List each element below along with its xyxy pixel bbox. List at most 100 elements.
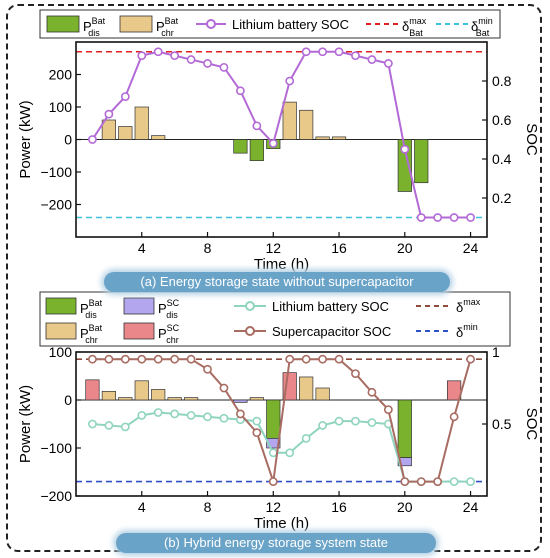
chart-b-x-tick-label: 4 — [138, 499, 146, 515]
chart-a-y2-tick-label: 0.4 — [492, 151, 512, 167]
caption-b: (b) Hybrid energy storage system state — [116, 533, 436, 553]
chart-a-soc-point — [433, 213, 443, 222]
legend-b-soc-sc-label: Supercapacitor SOC — [272, 324, 391, 339]
chart-b-soc-point — [235, 409, 245, 419]
chart-a-soc-point — [285, 76, 295, 86]
chart-a-x-tick-label: 20 — [397, 240, 413, 256]
chart-b-soc-point — [449, 477, 459, 486]
chart-a-y-tick-label: 100 — [49, 99, 73, 115]
chart-b-y2-axis-label: SOC — [523, 408, 540, 441]
chart-b-x-tick-label: 16 — [331, 499, 347, 515]
chart-b-x-tick-label: 24 — [463, 499, 479, 515]
chart-b-soc-point — [104, 354, 114, 364]
chart-b-x-axis-label: Time (h) — [254, 515, 309, 532]
chart-b-bar — [101, 391, 116, 401]
chart-b-x-tick-label: 12 — [265, 499, 281, 515]
chart-b-bar — [233, 399, 248, 403]
chart-a-y-tick-label: −200 — [40, 197, 72, 213]
caption-a: (a) Energy storage state without superca… — [104, 272, 450, 292]
chart-a-x-axis-label: Time (h) — [254, 256, 309, 273]
legend-b-dis-bat-swatch — [45, 297, 77, 315]
chart-b-soc-point — [285, 354, 295, 364]
chart-b-soc-point — [203, 412, 212, 422]
chart-b-soc-point — [170, 354, 180, 364]
chart-a-soc-point — [301, 47, 311, 57]
chart-a-soc-point — [153, 47, 163, 57]
chart-a-soc-point — [466, 213, 475, 222]
chart-b-soc-point — [268, 477, 278, 486]
chart-b-soc-point — [88, 354, 97, 364]
legend-a: PBat dis PBat chr Lithium battery SOC δmax… — [39, 9, 501, 39]
chart-a-bar — [282, 101, 297, 140]
legend-a-dis-label: PBat dis — [83, 16, 106, 38]
chart-b-bar — [85, 379, 100, 401]
chart-b-bar — [134, 380, 149, 401]
chart-b-x-tick-label: 20 — [397, 499, 413, 515]
chart-a-x-tick-label: 8 — [204, 240, 212, 256]
chart-a-y2-axis-label: SOC — [523, 123, 540, 156]
legend-b-soc-bat-marker — [245, 301, 255, 311]
chart-a-bar — [101, 119, 116, 140]
chart-b-soc-point — [367, 418, 377, 427]
chart-b-soc-line — [92, 358, 472, 483]
legend-a-dis-swatch — [46, 15, 80, 33]
chart-a-bar — [151, 135, 166, 140]
chart-b-bar — [266, 438, 281, 449]
chart-a-soc-line — [91, 50, 471, 219]
chart-b-soc-point — [334, 354, 344, 364]
chart-b-soc-point — [466, 354, 475, 364]
chart-a-y2-tick-label: 0.8 — [492, 73, 512, 89]
chart-b-soc-point — [252, 428, 262, 438]
chart-b-bar — [397, 399, 412, 458]
chart-a-bar — [249, 139, 264, 161]
chart-b-bar — [249, 397, 264, 401]
chart-b-soc-point — [318, 354, 327, 364]
legend-b: PBat dis PSC dis PBat chr PSC chr Lithium ba… — [39, 291, 511, 347]
chart-b: PBat dis PSC dis PBat chr PSC chr Lithium ba… — [17, 291, 540, 532]
chart-b-soc-point — [170, 409, 180, 419]
chart-a-bar — [233, 139, 248, 154]
legend-a-min-label: δmin Bat — [471, 16, 493, 38]
legend-b-dis-bat-label: PBat dis — [80, 298, 103, 320]
legend-b-chr-sc-swatch — [123, 322, 155, 340]
chart-b-soc-point — [285, 448, 295, 458]
chart-b-soc-point — [120, 422, 130, 432]
chart-b-soc-point — [416, 477, 426, 486]
chart-b-bar — [315, 387, 330, 401]
chart-a-soc-point — [252, 121, 262, 131]
chart-b-bar — [118, 397, 133, 401]
chart-b-soc-point — [186, 410, 196, 420]
legend-b-soc-bat-label: Lithium battery SOC — [272, 299, 389, 314]
chart-a-soc-point — [104, 109, 114, 119]
chart-b-soc-point — [153, 408, 163, 417]
chart-a-soc-point — [367, 55, 377, 64]
legend-b-chr-sc-label: PSC chr — [158, 323, 180, 345]
chart-a-y2-tick-label: 0.6 — [492, 112, 512, 128]
chart-b-soc-point — [367, 387, 377, 397]
chart-a-soc-point — [219, 62, 229, 72]
chart-b-soc-point — [400, 477, 410, 486]
chart-a-soc-point — [170, 51, 180, 61]
chart-a-soc-point — [383, 59, 393, 68]
legend-a-soc-marker — [206, 19, 216, 29]
legend-b-min-label: δmin — [456, 322, 478, 340]
chart-b-soc-point — [137, 410, 147, 420]
chart-b-soc-point — [88, 419, 97, 429]
chart-b-soc-point — [219, 413, 229, 423]
legend-b-chr-bat-swatch — [45, 322, 77, 340]
chart-b-soc-point — [219, 383, 229, 393]
chart-b-bar — [167, 397, 182, 401]
chart-b-y-tick-label: −200 — [40, 488, 72, 504]
chart-b-bar — [397, 457, 412, 467]
chart-b-soc-point — [466, 477, 475, 486]
chart-b-y2-tick-label: 0.5 — [492, 416, 512, 432]
chart-a-soc-point — [88, 135, 97, 144]
chart-b-soc-point — [120, 354, 130, 364]
chart-a-soc-point — [120, 92, 130, 101]
chart-b-soc-point — [268, 448, 278, 458]
legend-a-soc-label: Lithium battery SOC — [232, 17, 349, 32]
chart-b-soc-point — [301, 433, 311, 443]
chart-a-y-tick-label: 200 — [49, 67, 73, 83]
chart-b-y-tick-label: 100 — [49, 344, 73, 360]
chart-b-soc-point — [153, 354, 163, 364]
